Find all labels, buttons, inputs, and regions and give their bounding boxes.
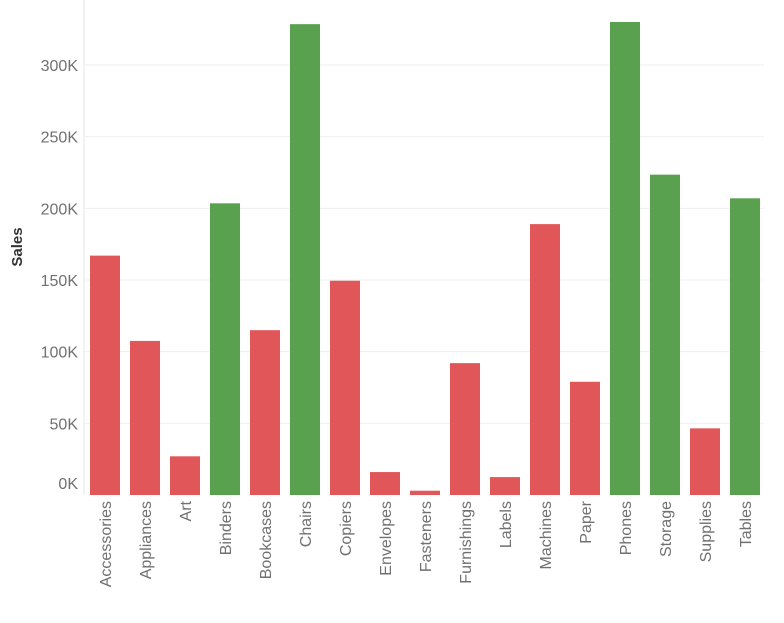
bar-paper[interactable] bbox=[570, 381, 600, 495]
y-tick-label: 150K bbox=[41, 273, 79, 290]
x-tick-label-binders: Binders bbox=[218, 501, 235, 555]
y-tick-label: 0K bbox=[58, 476, 78, 493]
x-tick-label-phones: Phones bbox=[618, 501, 635, 555]
x-tick-label-fasteners: Fasteners bbox=[418, 501, 435, 572]
y-tick-label: 50K bbox=[50, 416, 79, 433]
y-axis: 0K 50K 100K 150K 200K 250K 300K bbox=[41, 0, 85, 495]
x-tick-label-appliances: Appliances bbox=[138, 501, 155, 579]
x-tick-label-copiers: Copiers bbox=[338, 501, 355, 556]
bar-machines[interactable] bbox=[530, 224, 560, 495]
bar-binders[interactable] bbox=[210, 203, 240, 496]
bar-bookcases[interactable] bbox=[250, 330, 280, 495]
x-tick-label-tables: Tables bbox=[738, 501, 755, 547]
bar-labels[interactable] bbox=[490, 477, 520, 495]
bar-chairs[interactable] bbox=[290, 24, 320, 496]
bar-copiers[interactable] bbox=[330, 280, 360, 495]
x-tick-label-accessories: Accessories bbox=[98, 501, 115, 587]
y-tick-label: 200K bbox=[41, 201, 79, 218]
y-tick-label: 100K bbox=[41, 345, 79, 362]
bar-furnishings[interactable] bbox=[450, 363, 480, 495]
x-tick-label-paper: Paper bbox=[578, 500, 595, 543]
y-tick-label: 250K bbox=[41, 130, 79, 147]
x-tick-label-storage: Storage bbox=[658, 501, 675, 557]
x-tick-label-machines: Machines bbox=[538, 501, 555, 569]
bar-storage[interactable] bbox=[650, 174, 680, 495]
x-axis-labels: Accessories Appliances Art Binders Bookcases… bbox=[98, 500, 755, 587]
x-tick-label-art: Art bbox=[178, 500, 195, 521]
bar-phones[interactable] bbox=[610, 22, 640, 495]
bar-tables[interactable] bbox=[730, 198, 760, 496]
x-tick-label-furnishings: Furnishings bbox=[458, 501, 475, 584]
y-axis-title: Sales bbox=[9, 227, 26, 266]
bar-art[interactable] bbox=[170, 456, 200, 495]
x-tick-label-chairs: Chairs bbox=[298, 501, 315, 547]
bars-layer bbox=[90, 22, 760, 496]
bar-fasteners[interactable] bbox=[410, 490, 440, 495]
x-tick-label-bookcases: Bookcases bbox=[258, 501, 275, 579]
x-tick-label-supplies: Supplies bbox=[698, 501, 715, 562]
bar-accessories[interactable] bbox=[90, 255, 120, 495]
bar-envelopes[interactable] bbox=[370, 472, 400, 495]
x-tick-label-labels: Labels bbox=[498, 501, 515, 548]
x-tick-label-envelopes: Envelopes bbox=[378, 501, 395, 576]
bar-supplies[interactable] bbox=[690, 428, 720, 495]
bar-appliances[interactable] bbox=[130, 340, 160, 495]
y-tick-label: 300K bbox=[41, 58, 79, 75]
